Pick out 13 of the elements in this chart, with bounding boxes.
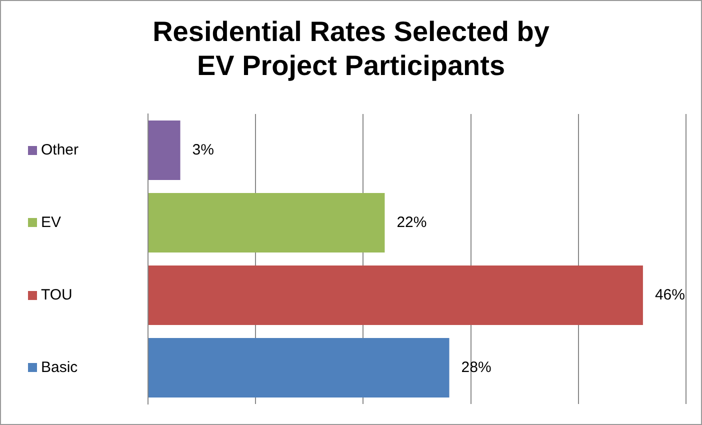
- y-tick-label: Other: [41, 141, 79, 158]
- data-label: 22%: [396, 214, 427, 231]
- y-tick-label: TOU: [41, 286, 72, 304]
- bar: [148, 193, 385, 252]
- bar: [148, 120, 180, 180]
- data-label: 46%: [654, 286, 685, 304]
- bar: [148, 266, 643, 325]
- bar: [148, 338, 450, 398]
- data-label: 3%: [192, 141, 214, 158]
- data-label: 28%: [461, 358, 492, 376]
- y-tick-label: Basic: [41, 358, 78, 376]
- y-tick-label: EV: [41, 214, 62, 231]
- chart-title: Residential Rates Selected by EV Project Participants: [152, 15, 550, 83]
